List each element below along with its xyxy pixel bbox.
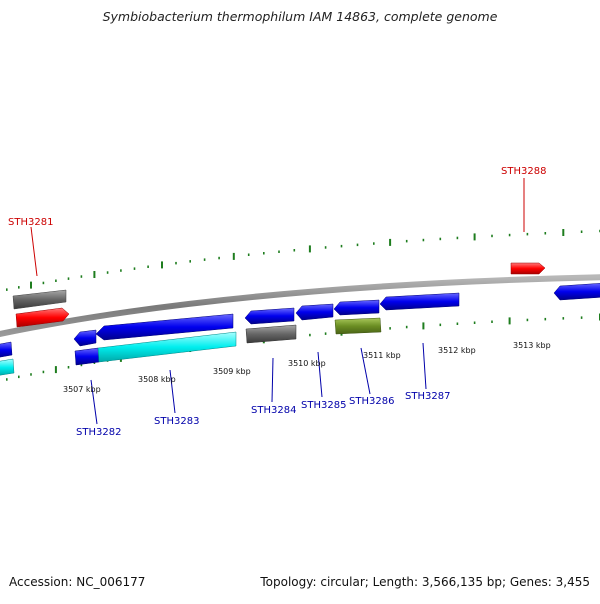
genome-title: Symbiobacterium thermophilum IAM 14863, … bbox=[102, 9, 498, 24]
scale-label-3513: 3513 kbp bbox=[513, 341, 551, 350]
scale-label-3511: 3511 kbp bbox=[363, 351, 401, 360]
gene-label-sth3287[interactable]: STH3287 bbox=[405, 391, 450, 402]
gene-sth3283-blue[interactable] bbox=[74, 347, 100, 366]
scale-label-3508: 3508 kbp bbox=[138, 375, 176, 384]
gene-sth3286-blue[interactable] bbox=[333, 299, 380, 316]
scale-label-3512: 3512 kbp bbox=[438, 346, 476, 355]
label-leaders bbox=[30, 178, 525, 425]
genome-stats-text: Topology: circular; Length: 3,566,135 bp… bbox=[260, 575, 590, 589]
gene-sth3283-cyan[interactable] bbox=[97, 331, 237, 363]
gene-sth3285-blue[interactable] bbox=[295, 303, 334, 321]
scale-label-3510: 3510 kbp bbox=[288, 359, 326, 368]
gene-right-edge-blue[interactable] bbox=[553, 283, 600, 301]
gene-label-sth3284[interactable]: STH3284 bbox=[251, 405, 296, 416]
gene-sth3281-gray[interactable] bbox=[12, 289, 67, 310]
gene-label-sth3283[interactable]: STH3283 bbox=[154, 416, 199, 427]
gene-sth3286-olive[interactable] bbox=[334, 317, 382, 335]
gene-label-sth3288[interactable]: STH3288 bbox=[501, 166, 546, 177]
gene-left-edge-blue[interactable] bbox=[0, 341, 13, 358]
gene-label-sth3281[interactable]: STH3281 bbox=[8, 217, 53, 228]
gene-label-sth3285[interactable]: STH3285 bbox=[301, 400, 346, 411]
outer-tick-row bbox=[6, 229, 600, 291]
gene-label-sth3286[interactable]: STH3286 bbox=[349, 396, 394, 407]
gene-sth3284-blue[interactable] bbox=[244, 307, 295, 325]
accession-text: Accession: NC_006177 bbox=[9, 575, 146, 589]
scale-label-3509: 3509 kbp bbox=[213, 367, 251, 376]
gene-sth3287-blue[interactable] bbox=[379, 292, 460, 311]
gene-sth3288-red[interactable] bbox=[510, 262, 546, 275]
scale-label-3507: 3507 kbp bbox=[63, 385, 101, 394]
gene-sth3281-red[interactable] bbox=[15, 307, 70, 328]
gene-sth3282-blue[interactable] bbox=[95, 313, 234, 341]
gene-left-edge-cyan[interactable] bbox=[0, 358, 15, 376]
gene-sth3284-gray[interactable] bbox=[245, 324, 297, 344]
gene-label-sth3282[interactable]: STH3282 bbox=[76, 427, 121, 438]
gene-small-blue-arrow[interactable] bbox=[73, 329, 97, 347]
genome-backbone bbox=[0, 274, 600, 337]
